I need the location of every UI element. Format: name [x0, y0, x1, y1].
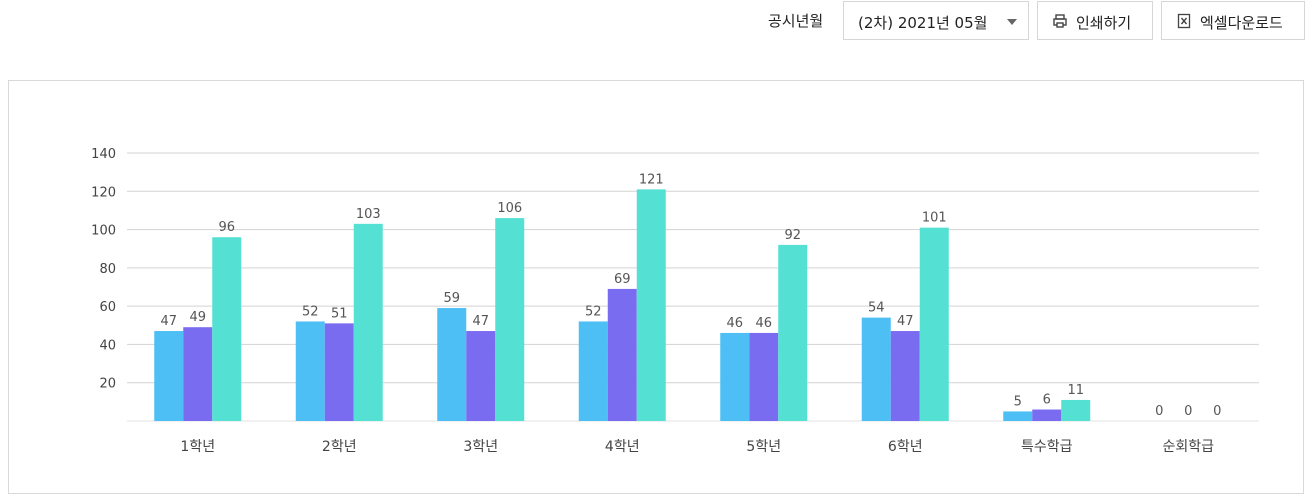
period-select-value: (2차) 2021년 05월: [858, 14, 988, 32]
data-label: 6: [1043, 393, 1051, 408]
x-tick-label: 4학년: [605, 439, 640, 455]
chevron-down-icon: [1007, 19, 1017, 25]
data-label: 69: [614, 272, 631, 287]
bar: [1032, 409, 1062, 421]
x-tick-label: 특수학급: [1021, 439, 1073, 455]
period-select[interactable]: (2차) 2021년 05월: [843, 1, 1029, 40]
bar: [578, 321, 608, 421]
bar: [636, 189, 666, 421]
data-label: 0: [1184, 404, 1192, 419]
bar: [154, 331, 184, 421]
data-label: 11: [1067, 383, 1084, 398]
data-label: 121: [639, 172, 664, 187]
x-tick-label: 5학년: [746, 439, 781, 455]
y-tick-label: 20: [99, 377, 116, 392]
data-label: 49: [189, 310, 206, 325]
data-label: 106: [497, 201, 522, 216]
bar: [778, 244, 808, 421]
x-tick-label: 1학년: [180, 439, 215, 455]
data-label: 103: [356, 207, 381, 222]
bar: [295, 321, 325, 421]
bar: [1061, 399, 1091, 421]
print-button-label: 인쇄하기: [1076, 14, 1132, 32]
x-tick-label: 3학년: [463, 439, 498, 455]
x-tick-label: 6학년: [888, 439, 923, 455]
data-label: 52: [585, 304, 602, 319]
bar: [437, 308, 467, 421]
data-label: 52: [302, 304, 319, 319]
x-tick-label: 순회학급: [1162, 439, 1214, 455]
bar: [466, 331, 496, 421]
data-label: 47: [160, 314, 177, 329]
print-button[interactable]: 인쇄하기: [1037, 1, 1153, 40]
bar: [919, 227, 949, 421]
data-label: 46: [755, 316, 772, 331]
bar: [720, 332, 750, 421]
chart-panel: 20 40 60 80 100 120 140 47 49 96 1학년 52 51 103 2학년 59 47…: [8, 80, 1304, 494]
data-label: 0: [1155, 404, 1163, 419]
period-label: 공시년월: [768, 12, 824, 30]
y-tick-label: 80: [99, 262, 116, 277]
data-label: 47: [472, 314, 489, 329]
y-tick-label: 40: [99, 338, 116, 353]
excel-icon: [1177, 13, 1191, 29]
excel-download-button[interactable]: 엑셀다운로드: [1161, 1, 1305, 40]
data-label: 5: [1014, 394, 1022, 409]
toolbar: 공시년월 (2차) 2021년 05월 인쇄하기 엑셀다운로드: [0, 0, 1316, 44]
bar: [183, 327, 213, 421]
data-label: 92: [784, 228, 801, 243]
bar: [890, 331, 920, 421]
bar: [212, 237, 242, 421]
bar: [353, 223, 383, 421]
y-tick-label: 60: [99, 300, 116, 315]
excel-download-label: 엑셀다운로드: [1200, 14, 1283, 32]
bar: [749, 332, 779, 421]
bar: [1003, 411, 1033, 421]
y-tick-label: 140: [91, 147, 116, 162]
bar: [861, 317, 891, 421]
data-label: 54: [868, 301, 885, 316]
data-label: 96: [218, 220, 235, 235]
bar: [495, 218, 525, 421]
data-label: 101: [922, 211, 947, 226]
y-tick-label: 100: [91, 224, 116, 239]
data-label: 51: [331, 306, 348, 321]
y-tick-label: 120: [91, 185, 116, 200]
bar: [324, 323, 354, 421]
data-label: 59: [443, 291, 460, 306]
x-tick-label: 2학년: [322, 439, 357, 455]
data-label: 47: [897, 314, 914, 329]
printer-icon: [1053, 14, 1067, 28]
data-label: 46: [726, 316, 743, 331]
data-label: 0: [1213, 404, 1221, 419]
bar: [607, 288, 637, 421]
